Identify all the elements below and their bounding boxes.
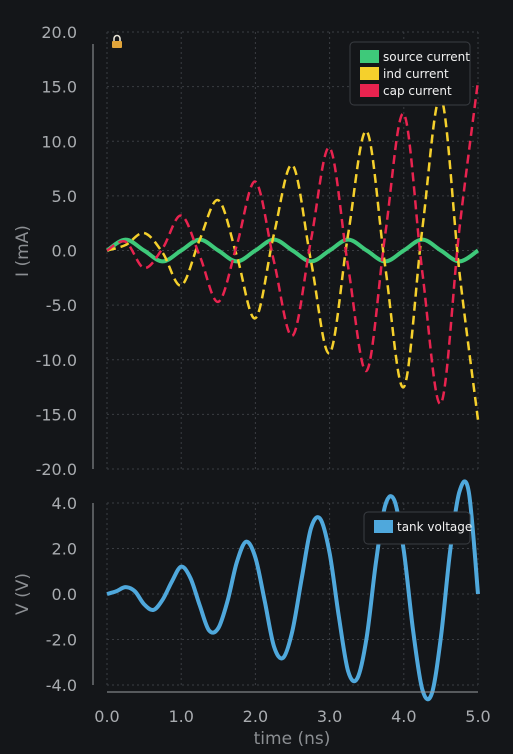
y-tick-label: 4.0	[52, 494, 77, 513]
y-tick-label: 5.0	[52, 187, 77, 206]
y-tick-label: 0.0	[52, 585, 77, 604]
legend-label: source current	[383, 50, 470, 64]
legend-swatch	[360, 84, 379, 97]
y-tick-label: -5.0	[46, 296, 77, 315]
x-tick-label: 1.0	[168, 707, 193, 726]
x-tick-label: 0.0	[94, 707, 119, 726]
y-tick-label: -2.0	[46, 631, 77, 650]
y-axis-label: I (mA)	[13, 225, 33, 277]
voltage-panel: 4.0 2.0 0.0 -2.0 -4.0 V (V) tank voltage 0.0 1.0…	[13, 479, 491, 749]
legend-swatch	[374, 520, 393, 533]
y-tick-label: -15.0	[36, 405, 77, 424]
x-tick-label: 2.0	[243, 707, 268, 726]
series-line-source-current	[105, 237, 480, 264]
lock-icon	[112, 34, 122, 48]
legend-swatch	[360, 67, 379, 80]
x-tick-label: 5.0	[465, 707, 490, 726]
legend-label: cap current	[383, 84, 452, 98]
series-line-tank-voltage	[106, 479, 480, 702]
y-axis-label: V (V)	[13, 573, 33, 615]
current-panel: 20.0 15.0 10.0 5.0 0.0 -5.0 -10.0 -15.0 -20.0 I (…	[13, 23, 480, 479]
legend-swatch	[360, 50, 379, 63]
x-axis-label: time (ns)	[254, 729, 331, 749]
legend: source current ind current cap current	[349, 41, 471, 106]
legend-label: tank voltage	[397, 520, 472, 534]
series-line-ind-current	[106, 96, 480, 420]
x-tick-label: 3.0	[317, 707, 342, 726]
x-tick-label: 4.0	[391, 707, 416, 726]
legend: tank voltage	[363, 511, 472, 545]
y-tick-label: -10.0	[36, 351, 77, 370]
legend-label: ind current	[383, 67, 449, 81]
y-tick-label: -4.0	[46, 676, 77, 695]
y-tick-label: -20.0	[36, 460, 77, 479]
y-tick-label: 15.0	[41, 78, 77, 97]
y-tick-label: 2.0	[52, 540, 77, 559]
legend-box	[349, 41, 471, 106]
y-tick-label: 10.0	[41, 132, 77, 151]
y-tick-label: 20.0	[41, 23, 77, 42]
series-line-cap-current	[106, 81, 480, 405]
y-tick-label: 0.0	[52, 242, 77, 261]
